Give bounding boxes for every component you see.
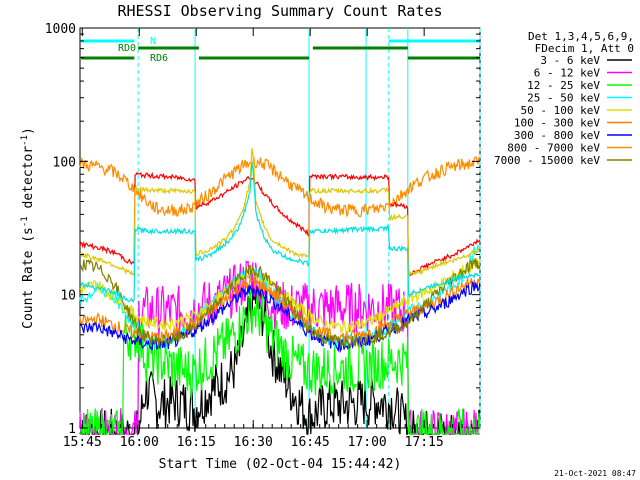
generation-timestamp: 21-Oct-2021 08:47 [554, 469, 636, 478]
legend-label: 100 - 300 keV [514, 117, 600, 130]
series-layer [79, 148, 481, 436]
band-curve-1 [79, 148, 480, 278]
series-line-4 [79, 257, 481, 334]
x-tick-label: 17:00 [348, 435, 387, 450]
x-tick-label: 16:00 [120, 435, 159, 450]
axis-ticks: 15:45 16:00 16:15 16:30 16:45 17:00 17:15 1 10 10… [45, 22, 480, 450]
y-axis-label: Count Rate (s-1 detector-1) [20, 127, 36, 329]
series-line-3 [79, 244, 481, 349]
legend-label: 12 - 25 keV [527, 79, 600, 92]
chart-title: RHESSI Observing Summary Count Rates [117, 2, 442, 20]
series-line-8 [79, 258, 481, 348]
x-tick-label: 16:15 [177, 435, 216, 450]
legend-label: 25 - 50 keV [527, 92, 600, 105]
segment-label: RD6 [150, 53, 168, 64]
band-curve-2 [79, 162, 480, 304]
legend-label: 7000 - 15000 keV [494, 154, 600, 167]
segment-label: RD0 [118, 43, 136, 54]
segment-label: N [150, 36, 156, 47]
legend-label: 300 - 800 keV [514, 129, 600, 142]
legend: Det 1,3,4,5,6,9, FDecim 1, Att 0 3 - 6 k… [494, 30, 634, 167]
series-line-6 [79, 280, 481, 354]
legend-header-1: Det 1,3,4,5,6,9, [528, 30, 634, 43]
series-line-0 [79, 280, 481, 436]
legend-label: 3 - 6 keV [540, 54, 600, 67]
band-curve-0 [79, 171, 481, 277]
legend-label: 6 - 12 keV [534, 67, 601, 80]
x-tick-label: 16:45 [291, 435, 330, 450]
y-axis-label-end: ) [21, 127, 36, 135]
y-tick-label: 1 [68, 422, 76, 437]
x-tick-label: 15:45 [63, 435, 102, 450]
y-tick-label: 1000 [45, 22, 76, 37]
series-line-2 [80, 288, 481, 436]
series-line-7 [79, 156, 481, 218]
y-axis-label-main: Count Rate (s [21, 227, 36, 329]
y-axis-label-sup2: -1 [20, 135, 30, 146]
y-axis-label-sup1: -1 [20, 216, 30, 227]
x-tick-label: 17:15 [405, 435, 444, 450]
y-axis-label-mid: detector [21, 146, 36, 217]
legend-label: 50 - 100 keV [521, 104, 601, 117]
x-tick-label: 16:30 [234, 435, 273, 450]
legend-label: 800 - 7000 keV [507, 142, 600, 155]
segment-bars: N RD0 RD6 [81, 36, 480, 64]
x-axis-label: Start Time (02-Oct-04 15:44:42) [159, 457, 402, 472]
y-tick-label: 10 [60, 289, 76, 304]
y-tick-label: 100 [53, 155, 76, 170]
legend-header-2: FDecim 1, Att 0 [535, 42, 634, 55]
